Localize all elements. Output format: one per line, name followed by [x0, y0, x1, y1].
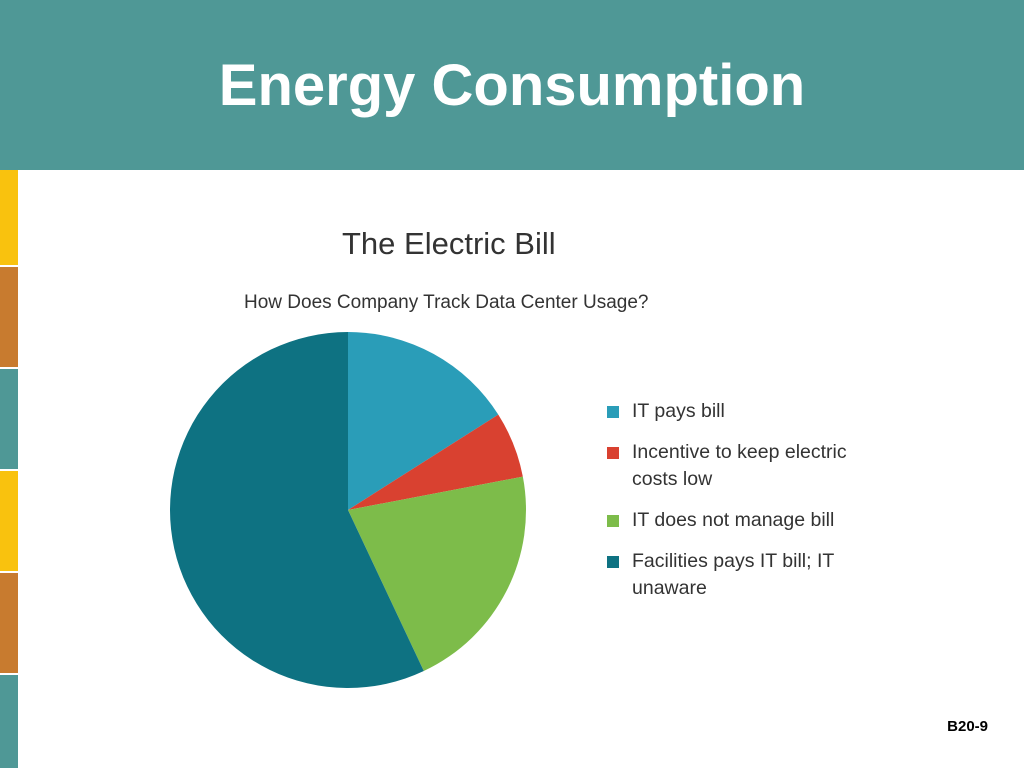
legend: IT pays bill Incentive to keep electric c… [607, 398, 877, 616]
stripe [0, 369, 18, 469]
legend-swatch [607, 406, 619, 418]
page-number: B20-9 [947, 718, 988, 735]
stripe [0, 675, 18, 768]
chart-title: The Electric Bill [342, 226, 556, 261]
pie-slice [348, 476, 526, 672]
legend-label: IT does not manage bill [632, 509, 835, 531]
pie-slice [348, 332, 499, 510]
legend-item: IT does not manage bill [607, 507, 877, 534]
legend-item: Incentive to keep electric costs low [607, 439, 877, 493]
stripe [0, 471, 18, 571]
legend-label: Facilities pays IT bill; IT unaware [632, 550, 834, 599]
chart-subtitle: How Does Company Track Data Center Usage… [244, 292, 649, 313]
stripe [0, 170, 18, 265]
legend-item: IT pays bill [607, 398, 877, 425]
stripe [0, 267, 18, 367]
pie-slice [169, 332, 424, 689]
legend-label: Incentive to keep electric costs low [632, 441, 847, 490]
slide-title: Energy Consumption [218, 53, 806, 118]
pie-slice [348, 414, 523, 510]
stripe [0, 573, 18, 673]
legend-item: Facilities pays IT bill; IT unaware [607, 548, 877, 602]
legend-label: IT pays bill [632, 400, 725, 422]
legend-swatch [607, 515, 619, 527]
legend-swatch [607, 556, 619, 568]
header [0, 0, 1024, 170]
legend-swatch [607, 447, 619, 459]
